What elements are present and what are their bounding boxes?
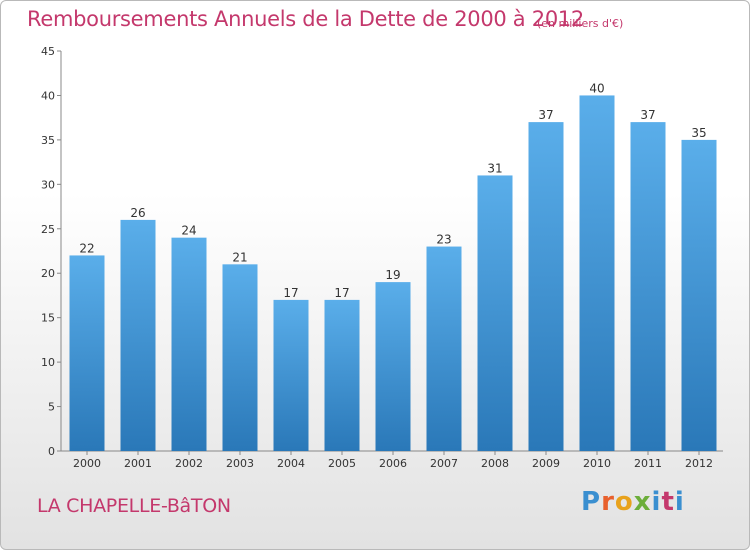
y-tick-label: 20 [41, 267, 55, 280]
y-tick-label: 30 [41, 178, 55, 191]
data-label: 37 [538, 108, 553, 122]
x-tick-label: 2006 [379, 457, 407, 470]
x-tick-label: 2004 [277, 457, 305, 470]
x-tick-label: 2007 [430, 457, 458, 470]
y-tick-label: 25 [41, 223, 55, 236]
x-tick-label: 2012 [685, 457, 713, 470]
data-label: 35 [691, 126, 706, 140]
logo-letter: P [581, 487, 602, 517]
data-label: 40 [589, 81, 604, 95]
data-label: 26 [130, 206, 145, 220]
bar [528, 122, 564, 451]
x-tick-label: 2002 [175, 457, 203, 470]
y-tick-label: 5 [48, 401, 55, 414]
logo-letter: i [651, 487, 662, 517]
data-label: 24 [181, 224, 196, 238]
x-tick-label: 2005 [328, 457, 356, 470]
bar [426, 246, 462, 451]
y-tick-label: 40 [41, 89, 55, 102]
y-tick-label: 0 [48, 445, 55, 458]
x-tick-label: 2008 [481, 457, 509, 470]
y-tick-label: 15 [41, 312, 55, 325]
data-label: 17 [334, 286, 349, 300]
bar [69, 255, 105, 451]
y-tick-label: 10 [41, 356, 55, 369]
x-tick-label: 2003 [226, 457, 254, 470]
bar [375, 282, 411, 451]
logo-letter: t [661, 487, 675, 517]
city-name: LA CHAPELLE-BâTON [37, 495, 231, 517]
bar [477, 175, 513, 451]
data-labels: 22 26 24 21 17 17 19 23 31 37 40 37 35 [79, 81, 706, 299]
logo-letter: r [601, 487, 615, 517]
bar [273, 299, 309, 451]
x-tick-label: 2010 [583, 457, 611, 470]
logo-letter: o [614, 487, 634, 517]
logo-letter: i [674, 487, 685, 517]
bar [630, 122, 666, 451]
data-label: 22 [79, 241, 94, 255]
logo-letter: x [633, 487, 652, 517]
bar [579, 95, 615, 451]
y-tick-label: 35 [41, 134, 55, 147]
chart-unit: (en milliers d'€) [537, 17, 624, 30]
x-tick-label: 2009 [532, 457, 560, 470]
bar [324, 299, 360, 451]
data-label: 21 [232, 250, 247, 264]
y-tick-label: 45 [41, 45, 55, 58]
data-label: 17 [283, 286, 298, 300]
bar [120, 219, 156, 451]
data-label: 31 [487, 161, 502, 175]
bar [681, 139, 717, 451]
bar [171, 237, 207, 451]
proxiti-logo: Proxiti [581, 487, 685, 517]
x-tick-label: 2011 [634, 457, 662, 470]
data-label: 37 [640, 108, 655, 122]
axes: 0 5 10 15 20 25 30 35 40 45 2000 2001 2002 2003 2004 20… [41, 45, 723, 470]
x-tick-label: 2000 [73, 457, 101, 470]
x-tick-label: 2001 [124, 457, 152, 470]
chart-title: Remboursements Annuels de la Dette de 20… [27, 7, 584, 31]
bars [69, 95, 717, 451]
bar [222, 264, 258, 451]
data-label: 23 [436, 233, 451, 247]
data-label: 19 [385, 268, 400, 282]
